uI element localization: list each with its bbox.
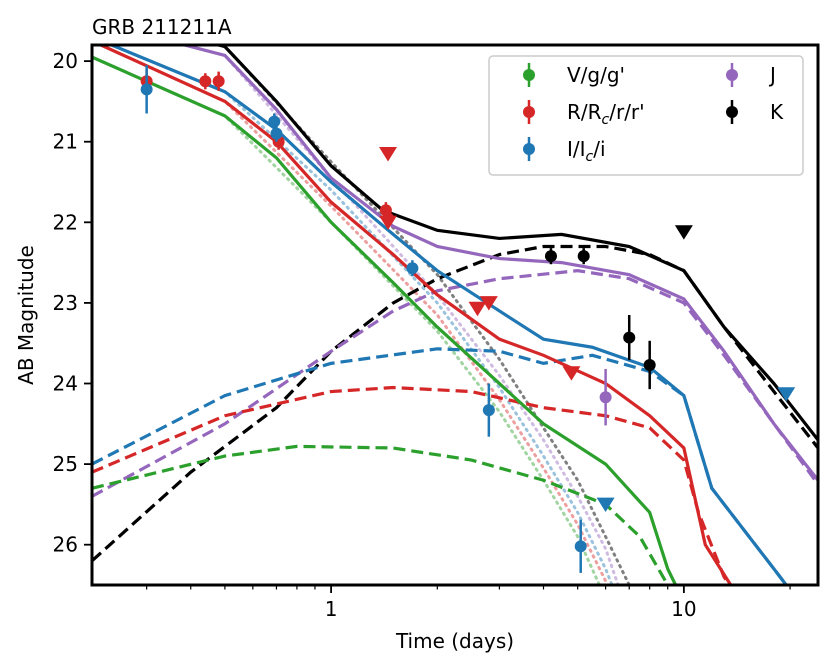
data-point (268, 115, 281, 128)
data-point (199, 75, 212, 88)
data-point (270, 127, 283, 140)
y-tick-label: 23 (53, 291, 78, 315)
x-tick-label: 1 (325, 597, 338, 621)
upper-limit-I (596, 497, 615, 513)
data-point (599, 391, 612, 404)
afterglow-line-V (92, 55, 602, 585)
legend-marker (523, 143, 535, 155)
total-line-J (178, 45, 818, 482)
y-tick-label: 24 (53, 372, 78, 396)
detection-point-K (623, 315, 636, 361)
upper-limit-R (379, 147, 398, 162)
kilonova-line-K (92, 244, 818, 563)
detection-point-I (140, 65, 153, 114)
detection-point-I (482, 383, 495, 437)
data-point (140, 83, 153, 96)
kilonova-line-I (92, 347, 789, 585)
kilonova-line-R (92, 385, 732, 585)
detection-point-R (199, 73, 212, 90)
plot-frame (90, 43, 820, 587)
afterglow-line-R (97, 45, 609, 585)
detection-point-J (599, 369, 612, 426)
data-point (623, 331, 636, 344)
detection-point-K (577, 248, 590, 265)
legend-label: R/Rc/r/r' (567, 100, 645, 128)
total-line-V (92, 55, 678, 585)
legend-entry-K: K (726, 100, 784, 124)
x-tick-label: 10 (671, 597, 696, 621)
detection-point-I (574, 519, 587, 573)
legend-marker (726, 69, 738, 81)
upper-limit-K (674, 225, 693, 240)
y-axis-label: AB Magnitude (14, 245, 38, 385)
x-axis-label: Time (days) (395, 629, 514, 653)
y-tick-label: 25 (53, 452, 78, 476)
data-point (482, 404, 495, 417)
legend-entry-J: J (726, 63, 776, 87)
data-point (212, 75, 225, 88)
afterglow-line-J (178, 45, 620, 585)
legend-entry-V: V/g/g' (523, 63, 625, 87)
upper-limit-R (468, 301, 487, 317)
y-tick-label: 26 (53, 533, 78, 557)
detection-point-I (406, 260, 419, 277)
detection-point-K (544, 248, 557, 265)
legend-label: I/Ic/i (567, 137, 606, 165)
legend-entry-R: R/Rc/r/r' (523, 100, 645, 128)
total-line-K (212, 45, 818, 441)
y-tick-label: 21 (53, 130, 78, 154)
data-point (643, 358, 656, 371)
legend-label: J (768, 63, 776, 87)
kilonova-line-J (92, 269, 818, 498)
detection-point-I (270, 125, 283, 142)
data-point (544, 250, 557, 263)
legend-marker (523, 69, 535, 81)
upper-limit-I (777, 387, 796, 402)
data-markers (140, 65, 796, 573)
data-point (574, 540, 587, 553)
legend-box (488, 55, 804, 176)
data-point (577, 250, 590, 263)
chart-title: GRB 211211A (92, 15, 232, 39)
legend-label: V/g/g' (567, 63, 625, 87)
legend: V/g/g' R/Rc/r/r' I/Ic/i JK (488, 55, 804, 176)
data-point (406, 262, 419, 275)
detection-point-R (212, 71, 225, 91)
total-line-I (107, 45, 789, 585)
legend-marker (523, 106, 535, 118)
axes: 1 10 20 21 22 23 24 25 26 (53, 43, 820, 621)
y-tick-label: 20 (53, 49, 78, 73)
y-tick-label: 22 (53, 210, 78, 234)
detection-point-K (643, 340, 656, 390)
kilonova-line-V (92, 444, 670, 585)
detection-point-I (268, 113, 281, 130)
upper-limit-R (479, 296, 498, 311)
afterglow-line-I (107, 45, 614, 585)
legend-marker (726, 106, 738, 118)
legend-entry-I: I/Ic/i (523, 137, 606, 165)
upper-limit-R (562, 366, 581, 381)
upper-limit-R (379, 215, 398, 230)
legend-label: K (770, 100, 784, 124)
